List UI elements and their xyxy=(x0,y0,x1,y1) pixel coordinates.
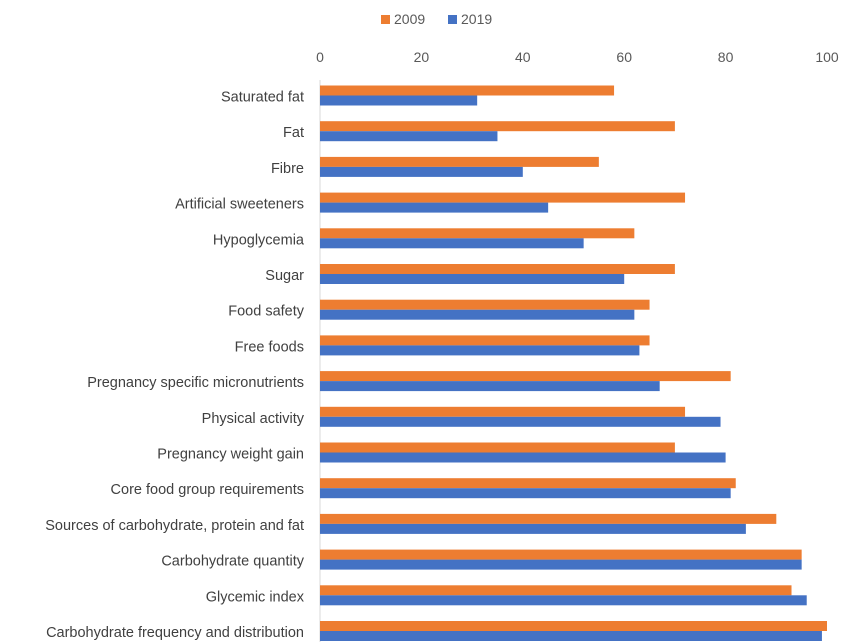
bar-2019 xyxy=(320,488,731,499)
legend-swatch-2009 xyxy=(381,15,390,24)
bars xyxy=(320,85,827,641)
bar-2009 xyxy=(320,264,675,274)
bar-2019 xyxy=(320,595,807,606)
bar-2009 xyxy=(320,585,792,596)
category-label: Free foods xyxy=(235,339,304,355)
bar-2019 xyxy=(320,345,640,356)
x-tick-label: 20 xyxy=(414,49,430,65)
category-label: Core food group requirements xyxy=(111,482,304,498)
bar-2019 xyxy=(320,523,746,534)
bar-2019 xyxy=(320,274,625,284)
x-tick-label: 0 xyxy=(316,49,324,65)
bar-2009 xyxy=(320,85,615,96)
bar-2019 xyxy=(320,202,549,213)
bar-2009 xyxy=(320,513,777,524)
legend-label-2009: 2009 xyxy=(394,11,425,27)
category-label: Hypoglycemia xyxy=(213,232,305,248)
category-label: Food safety xyxy=(228,304,305,320)
category-label: Pregnancy weight gain xyxy=(157,447,304,463)
bar-2019 xyxy=(320,416,721,427)
x-tick-label: 80 xyxy=(718,49,734,65)
bar-2009 xyxy=(320,121,675,132)
bar-2009 xyxy=(320,299,650,310)
category-label: Sources of carbohydrate, protein and fat xyxy=(45,518,304,534)
category-label: Sugar xyxy=(265,268,304,284)
category-label: Pregnancy specific micronutrients xyxy=(87,375,304,391)
bar-2019 xyxy=(320,238,584,249)
bar-2009 xyxy=(320,478,736,489)
legend-label-2019: 2019 xyxy=(461,11,492,27)
bar-2019 xyxy=(320,95,478,106)
bar-2019 xyxy=(320,381,660,392)
bar-2009 xyxy=(320,371,731,382)
bar-2019 xyxy=(320,452,726,463)
bar-2009 xyxy=(320,549,802,560)
bar-2019 xyxy=(320,131,498,142)
bar-2019 xyxy=(320,309,635,320)
bar-2009 xyxy=(320,406,686,417)
bar-2009 xyxy=(320,621,827,631)
bar-2009 xyxy=(320,192,686,203)
x-tick-label: 40 xyxy=(515,49,531,65)
category-label: Fat xyxy=(283,125,304,141)
category-labels: Saturated fat Fat Fibre Artificial sweetene… xyxy=(45,90,305,642)
bar-2009 xyxy=(320,335,650,346)
category-label: Carbohydrate frequency and distribution xyxy=(46,625,304,641)
category-label: Fibre xyxy=(271,161,304,177)
bar-2019 xyxy=(320,631,822,641)
bar-2009 xyxy=(320,228,635,239)
bar-2009 xyxy=(320,156,599,167)
bar-2019 xyxy=(320,559,802,570)
bar-2009 xyxy=(320,442,675,453)
x-axis-ticks: 0 20 40 60 80 100 xyxy=(316,49,839,65)
x-tick-label: 100 xyxy=(815,49,839,65)
legend: 2009 2019 xyxy=(381,11,492,27)
category-label: Carbohydrate quantity xyxy=(161,554,304,570)
bar-2019 xyxy=(320,166,523,177)
x-tick-label: 60 xyxy=(616,49,632,65)
category-label: Physical activity xyxy=(202,411,305,427)
category-label: Artificial sweeteners xyxy=(175,197,304,213)
legend-swatch-2019 xyxy=(448,15,457,24)
category-label: Glycemic index xyxy=(206,589,305,605)
category-label: Saturated fat xyxy=(221,90,304,106)
